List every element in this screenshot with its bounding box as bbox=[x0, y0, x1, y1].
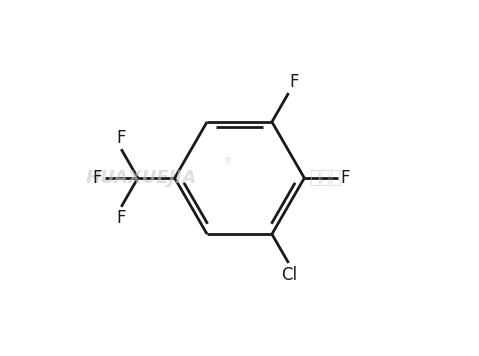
Text: F: F bbox=[92, 169, 102, 187]
Text: F: F bbox=[290, 73, 299, 91]
Text: F: F bbox=[116, 209, 126, 226]
Text: F: F bbox=[341, 169, 350, 187]
Text: Cl: Cl bbox=[281, 266, 297, 284]
Text: F: F bbox=[116, 130, 126, 147]
Text: HUAXUEJIA: HUAXUEJIA bbox=[85, 169, 196, 187]
Text: 化学加: 化学加 bbox=[309, 169, 342, 187]
Text: ®: ® bbox=[224, 157, 232, 166]
